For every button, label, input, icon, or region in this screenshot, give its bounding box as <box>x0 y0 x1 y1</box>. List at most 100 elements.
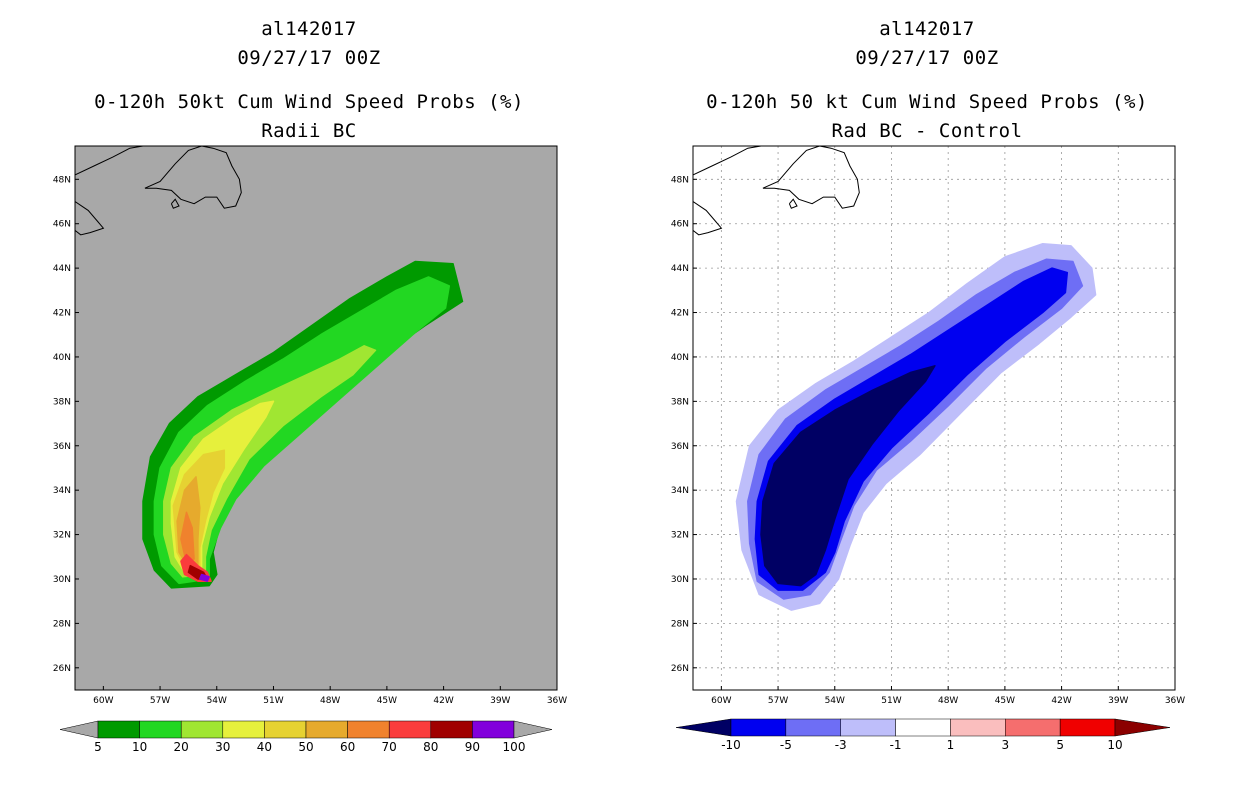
y-tick-label: 34N <box>671 486 689 496</box>
colorbar-high-arrow <box>1114 718 1171 737</box>
colorbar-box <box>1059 718 1116 737</box>
x-tick-label: 51W <box>263 696 283 706</box>
y-tick-label: 40N <box>671 353 689 363</box>
colorbar-label: -3 <box>835 738 847 752</box>
colorbar-box <box>347 720 390 739</box>
y-tick-label: 28N <box>671 619 689 629</box>
y-tick-label: 32N <box>53 531 71 541</box>
colorbar-box <box>730 718 787 737</box>
y-tick-label: 48N <box>53 175 71 185</box>
y-tick-label: 38N <box>671 397 689 407</box>
colorbar-label: 10 <box>132 740 147 754</box>
colorbar-box <box>180 720 224 739</box>
x-tick-label: 36W <box>547 696 567 706</box>
colorbar-label: 80 <box>423 740 438 754</box>
colorbar: -10 -5 -3 -1 1 3 5 10 <box>675 718 1171 752</box>
colorbar-box <box>430 720 473 739</box>
x-tick-label: 39W <box>1108 696 1128 706</box>
map-frame <box>74 145 558 691</box>
x-tick-label: 36W <box>1165 696 1185 706</box>
y-tick-label: 26N <box>671 664 689 674</box>
colorbar-label: 60 <box>340 740 355 754</box>
x-tick-label: 48W <box>320 696 340 706</box>
x-tick-label: 60W <box>711 696 731 706</box>
colorbar-low-arrow <box>59 720 99 739</box>
colorbar-box <box>840 718 896 737</box>
colorbar-label: 1 <box>947 738 955 752</box>
colorbar-box <box>305 720 348 739</box>
colorbar-box <box>97 720 140 739</box>
y-tick-label: 48N <box>671 175 689 185</box>
colorbar-high-arrow <box>513 720 553 739</box>
x-tick-label: 45W <box>995 696 1015 706</box>
x-tick-label: 54W <box>825 696 845 706</box>
colorbar-label: 30 <box>215 740 230 754</box>
colorbar-label: 20 <box>174 740 189 754</box>
colorbar-box <box>139 720 182 739</box>
coastline <box>75 201 105 236</box>
coastline <box>788 198 798 209</box>
colorbar-label: 100 <box>503 740 526 754</box>
colorbar-label: 50 <box>298 740 313 754</box>
coastline <box>693 201 723 236</box>
probability-map: 60W 57W 54W 51W 48W 45W 42W 39W 36W 26N 28N 30N 32N 3… <box>53 145 567 754</box>
coastline <box>75 146 144 176</box>
colorbar-label: -1 <box>890 738 902 752</box>
colorbar-low-arrow <box>675 718 732 737</box>
x-tick-label: 48W <box>938 696 958 706</box>
colorbar-label: 10 <box>1107 738 1122 752</box>
y-tick-label: 42N <box>53 309 71 319</box>
x-tick-label: 51W <box>881 696 901 706</box>
colorbar-label: -10 <box>721 738 741 752</box>
coastline <box>762 146 860 209</box>
date-title: 09/27/17 00Z <box>237 47 381 69</box>
y-tick-label: 42N <box>671 309 689 319</box>
y-tick-label: 36N <box>53 442 71 452</box>
storm-id-title: al142017 <box>261 18 357 40</box>
y-tick-label: 34N <box>53 486 71 496</box>
colorbar-box <box>472 720 515 739</box>
colorbar-label: 70 <box>382 740 397 754</box>
y-tick-label: 26N <box>53 664 71 674</box>
y-tick-label: 30N <box>53 575 71 585</box>
colorbar-box <box>785 718 841 737</box>
colorbar-label: 3 <box>1001 738 1009 752</box>
x-tick-label: 57W <box>150 696 170 706</box>
x-tick-label: 45W <box>377 696 397 706</box>
product-title: 0-120h 50kt Cum Wind Speed Probs (%) <box>94 91 524 113</box>
colorbar-label: 40 <box>257 740 272 754</box>
y-tick-label: 46N <box>53 220 71 230</box>
map-frame <box>692 145 1176 691</box>
x-tick-label: 39W <box>490 696 510 706</box>
contour-neg10 <box>760 365 936 587</box>
x-tick-label: 54W <box>207 696 227 706</box>
y-tick-label: 36N <box>671 442 689 452</box>
coastline <box>144 146 242 209</box>
y-tick-label: 44N <box>671 264 689 274</box>
coastline <box>693 146 762 176</box>
y-tick-label: 28N <box>53 619 71 629</box>
y-tick-label: 30N <box>671 575 689 585</box>
difference-map: 60W 57W 54W 51W 48W 45W 42W 39W 36W 26N 28N 30N 32N 3… <box>671 145 1185 752</box>
y-tick-label: 38N <box>53 397 71 407</box>
colorbar-box <box>895 718 951 737</box>
plot-area <box>693 146 1175 690</box>
plot-area <box>75 146 464 589</box>
y-tick-label: 32N <box>671 531 689 541</box>
x-tick-label: 60W <box>93 696 113 706</box>
x-tick-label: 57W <box>768 696 788 706</box>
storm-id-title: al142017 <box>879 18 975 40</box>
y-tick-label: 44N <box>53 264 71 274</box>
x-tick-label: 42W <box>433 696 453 706</box>
left-panel: al142017 09/27/17 00Z 0-120h 50kt Cum Wi… <box>53 18 567 754</box>
colorbar: 5 10 20 30 40 50 60 70 80 90 100 <box>59 720 553 754</box>
y-tick-label: 46N <box>671 220 689 230</box>
right-panel: al142017 09/27/17 00Z 0-120h 50 kt Cum W… <box>618 0 1236 800</box>
colorbar-box <box>264 720 307 739</box>
date-title: 09/27/17 00Z <box>855 47 999 69</box>
x-tick-label: 42W <box>1051 696 1071 706</box>
colorbar-label: 5 <box>94 740 102 754</box>
coastline <box>170 198 180 209</box>
colorbar-label: 90 <box>465 740 480 754</box>
colorbar-box <box>388 720 432 739</box>
